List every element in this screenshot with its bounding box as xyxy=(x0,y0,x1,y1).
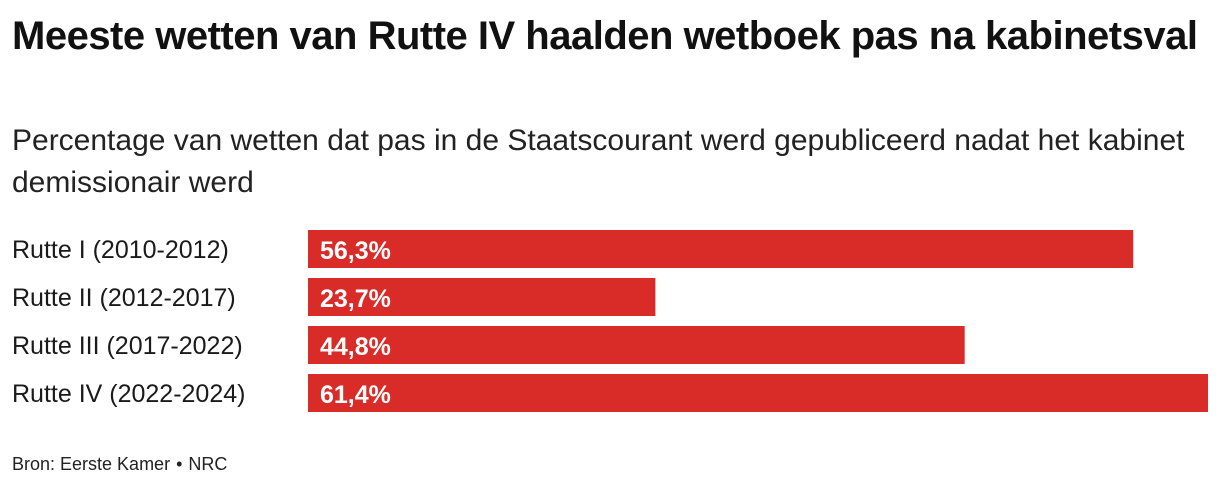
bar xyxy=(308,326,965,364)
category-labels: Rutte I (2010-2012) Rutte II (2012-2017) R… xyxy=(12,236,245,408)
value-label: 61,4% xyxy=(320,381,391,409)
source-separator: • xyxy=(176,454,183,474)
category-label: Rutte I (2010-2012) xyxy=(12,236,229,264)
category-label: Rutte II (2012-2017) xyxy=(12,284,236,312)
category-label: Rutte IV (2022-2024) xyxy=(12,380,245,408)
value-labels: 56,3% 23,7% 44,8% 61,4% xyxy=(320,237,391,409)
source-line: Bron: Eerste Kamer • NRC xyxy=(12,454,227,475)
value-label: 56,3% xyxy=(320,237,391,265)
chart-title: Meeste wetten van Rutte IV haalden wetbo… xyxy=(12,14,1198,58)
bars xyxy=(308,230,1208,412)
source-label: Bron: Eerste Kamer xyxy=(12,454,171,474)
value-label: 44,8% xyxy=(320,333,391,361)
value-label: 23,7% xyxy=(320,285,391,313)
chart-subtitle: Percentage van wetten dat pas in de Staa… xyxy=(12,124,1185,199)
source-publisher: NRC xyxy=(188,454,228,474)
category-label: Rutte III (2017-2022) xyxy=(12,332,243,360)
bar xyxy=(308,278,656,316)
bar xyxy=(308,374,1208,412)
bar-chart: Rutte I (2010-2012) Rutte II (2012-2017) R… xyxy=(12,230,1208,412)
bar xyxy=(308,230,1134,268)
